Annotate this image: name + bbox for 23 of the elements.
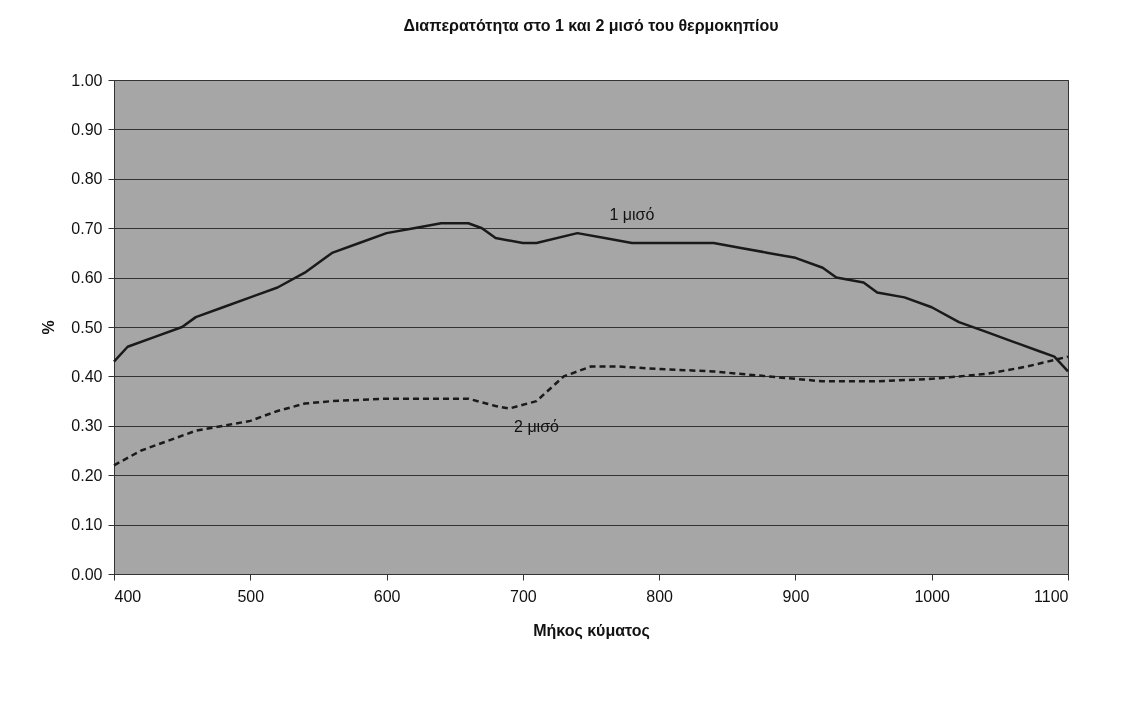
y-tick-label: 0.40 xyxy=(71,367,103,385)
y-axis-title: % xyxy=(40,320,58,335)
chart-title: Διαπερατότητα στο 1 και 2 μισό του θερμοκηπίου xyxy=(403,17,779,34)
x-tick-label: 500 xyxy=(237,587,265,605)
x-tick-label: 600 xyxy=(373,587,401,605)
x-tick-label: 1000 xyxy=(914,587,951,605)
x-tick-label: 1100 xyxy=(1034,587,1069,605)
x-tick-label: 900 xyxy=(782,587,810,605)
y-tick-label: 1.00 xyxy=(71,71,103,89)
x-axis-title: Μήκος κύματος xyxy=(533,621,650,640)
y-tick-label: 0.00 xyxy=(71,565,103,583)
y-tick-label: 0.80 xyxy=(71,170,103,188)
x-tick-label: 700 xyxy=(510,587,537,605)
y-tick-label: 0.70 xyxy=(71,219,103,237)
x-tick-label: 800 xyxy=(646,587,674,605)
x-tick-label: 400 xyxy=(114,587,142,605)
y-tick-label: 0.50 xyxy=(71,318,103,336)
y-tick-label: 0.90 xyxy=(71,120,103,138)
y-tick-label: 0.10 xyxy=(71,516,103,534)
y-tick-label: 0.60 xyxy=(71,269,103,287)
series-label: 1 μισό xyxy=(609,206,655,224)
y-tick-label: 0.20 xyxy=(71,466,103,484)
y-tick-label: 0.30 xyxy=(71,417,103,435)
